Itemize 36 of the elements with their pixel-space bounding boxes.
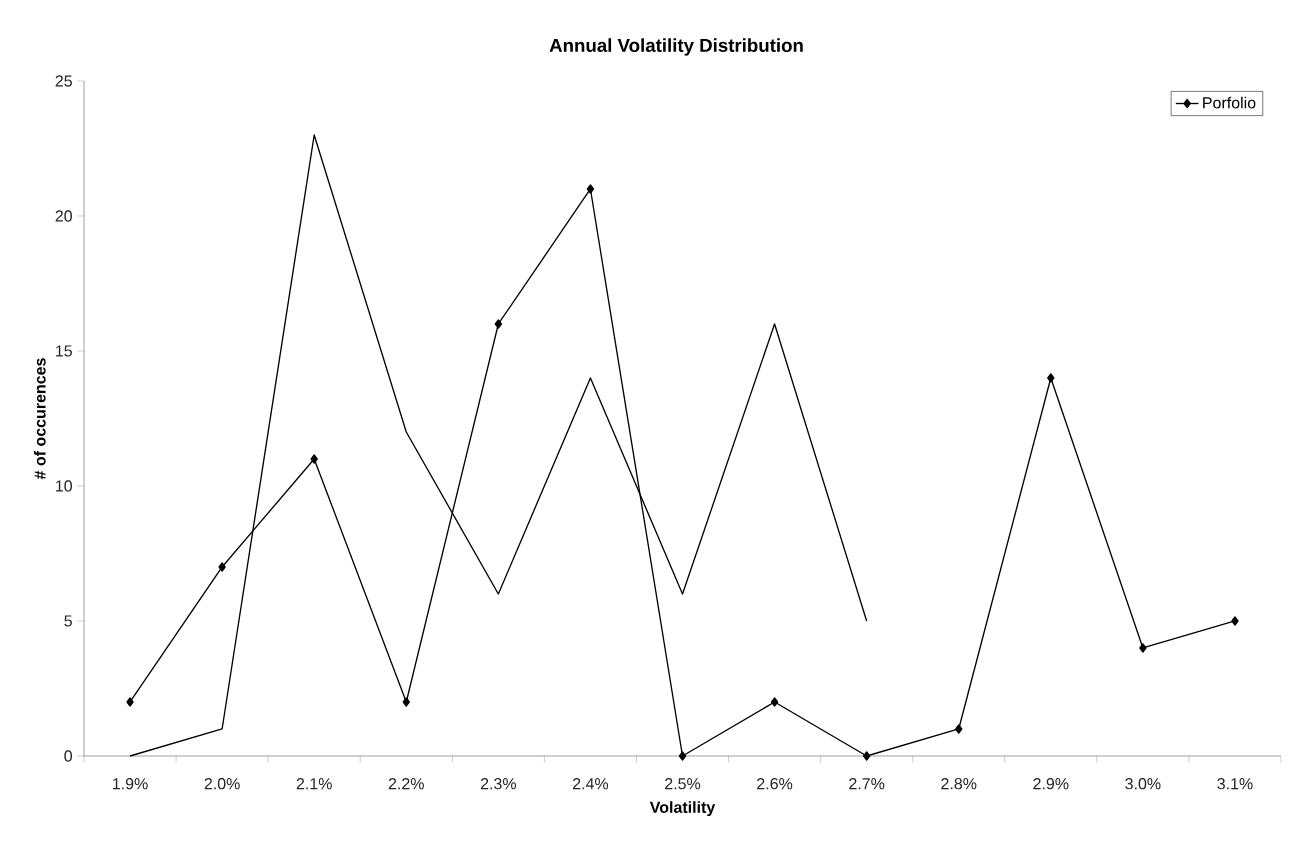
y-axis-title: # of occurences — [33, 358, 46, 480]
x-tick-label: 2.2% — [388, 778, 424, 790]
x-tick-label: 2.1% — [296, 778, 332, 790]
y-tick-label: 5 — [64, 615, 72, 627]
point — [310, 454, 318, 464]
point — [862, 751, 871, 761]
point — [1231, 616, 1239, 626]
chart-title: Annual Volatility Distribution — [549, 38, 803, 56]
x-tick-label: 2.3% — [480, 778, 517, 790]
x-tick-label: 2.7% — [849, 778, 885, 790]
point — [494, 319, 503, 329]
point — [955, 724, 963, 734]
point — [1047, 373, 1055, 383]
y-tick-label: 20 — [55, 210, 73, 222]
x-tick-label: 2.4% — [572, 778, 609, 790]
x-axis-title: Volatility — [649, 801, 716, 817]
x-tick-label: 1.9% — [113, 778, 148, 790]
point — [1139, 643, 1147, 653]
point — [586, 184, 595, 194]
y-tick-label: 10 — [56, 480, 73, 492]
y-tick-label: 0 — [64, 750, 73, 762]
legend-label: Porfolio — [1203, 96, 1256, 109]
x-tick-label: 2.9% — [1033, 778, 1069, 790]
x-tick-label: 3.1% — [1217, 778, 1253, 790]
point — [126, 697, 134, 707]
point — [678, 751, 687, 761]
x-tick-label: 2.0% — [204, 778, 240, 790]
x-tick-label: 3.0% — [1125, 778, 1161, 790]
point — [218, 562, 226, 572]
y-tick-label: 25 — [55, 75, 72, 87]
x-tick-label: 2.5% — [665, 778, 701, 790]
point — [402, 697, 410, 707]
y-tick-label: 15 — [56, 345, 72, 357]
point — [770, 697, 779, 707]
x-tick-label: 2.8% — [941, 778, 977, 790]
x-tick-label: 2.6% — [757, 778, 793, 790]
